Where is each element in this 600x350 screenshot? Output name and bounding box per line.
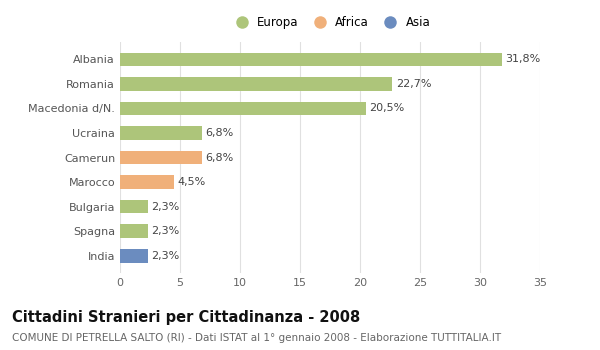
Bar [120,249,148,262]
Text: 20,5%: 20,5% [370,103,405,113]
Text: 2,3%: 2,3% [151,251,179,261]
Legend: Europa, Africa, Asia: Europa, Africa, Asia [225,11,435,33]
Text: Cittadini Stranieri per Cittadinanza - 2008: Cittadini Stranieri per Cittadinanza - 2… [12,310,360,325]
Text: 2,3%: 2,3% [151,226,179,236]
Bar [120,151,202,164]
Text: 6,8%: 6,8% [205,128,233,138]
Text: COMUNE DI PETRELLA SALTO (RI) - Dati ISTAT al 1° gennaio 2008 - Elaborazione TUT: COMUNE DI PETRELLA SALTO (RI) - Dati IST… [12,333,501,343]
Bar [120,175,174,189]
Text: 4,5%: 4,5% [178,177,206,187]
Bar [120,77,392,91]
Text: 31,8%: 31,8% [505,54,541,64]
Text: 6,8%: 6,8% [205,153,233,162]
Bar [120,224,148,238]
Bar [120,52,502,66]
Text: 2,3%: 2,3% [151,202,179,212]
Bar [120,126,202,140]
Bar [120,200,148,214]
Text: 22,7%: 22,7% [396,79,431,89]
Bar [120,102,366,115]
